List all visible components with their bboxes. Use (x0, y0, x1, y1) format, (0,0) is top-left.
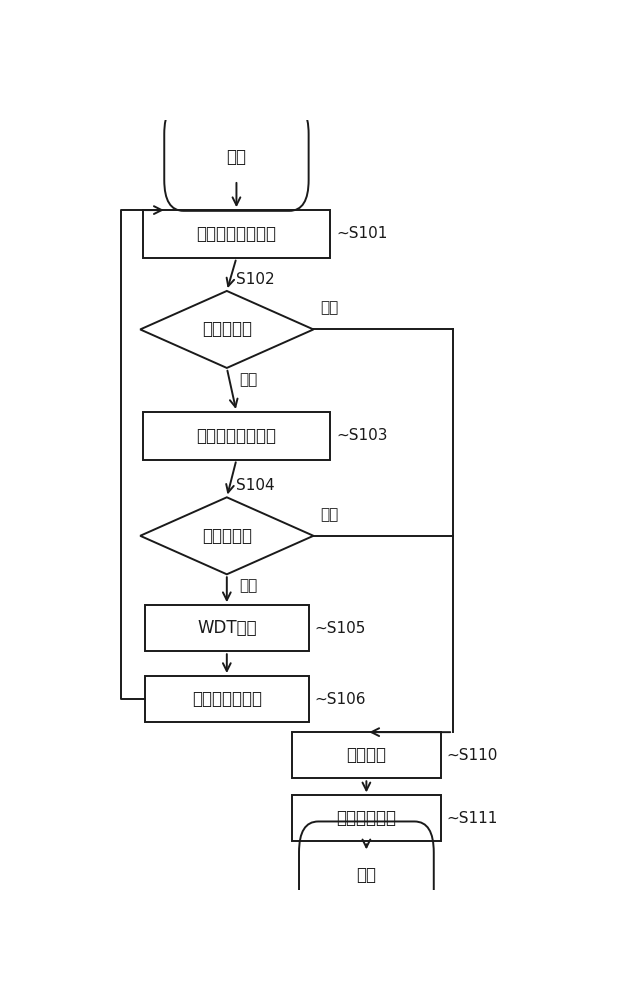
Text: S104: S104 (237, 478, 275, 493)
Text: 正常: 正常 (239, 578, 257, 593)
Bar (143, 210, 330, 258)
Text: 异常: 异常 (320, 507, 339, 522)
Text: 程序序列诊断处理: 程序序列诊断处理 (196, 225, 276, 243)
Text: 异常: 异常 (320, 301, 339, 316)
Text: 安全功能诊断处理: 安全功能诊断处理 (196, 427, 276, 445)
Bar (292, 795, 441, 841)
Text: 致动器控制处理: 致动器控制处理 (192, 690, 262, 708)
Text: ~S111: ~S111 (446, 811, 498, 826)
Text: ~S105: ~S105 (314, 621, 366, 636)
Bar (292, 732, 441, 778)
Text: 正常: 正常 (239, 372, 257, 387)
Text: ~S106: ~S106 (314, 692, 366, 707)
Text: 诊断结果？: 诊断结果？ (202, 320, 252, 338)
Text: 诊断结果？: 诊断结果？ (202, 527, 252, 545)
Text: WDT重置: WDT重置 (197, 619, 256, 637)
Bar (145, 605, 309, 651)
Bar (145, 676, 309, 722)
Text: 异常报告: 异常报告 (347, 746, 386, 764)
Bar (143, 412, 330, 460)
Text: ~S101: ~S101 (336, 226, 388, 241)
Text: 开始: 开始 (227, 148, 247, 166)
Text: 结束: 结束 (356, 866, 376, 884)
Text: S102: S102 (237, 272, 275, 287)
Text: 安全状态转移: 安全状态转移 (337, 809, 396, 827)
Text: ~S110: ~S110 (446, 748, 498, 763)
Text: ~S103: ~S103 (336, 428, 388, 443)
